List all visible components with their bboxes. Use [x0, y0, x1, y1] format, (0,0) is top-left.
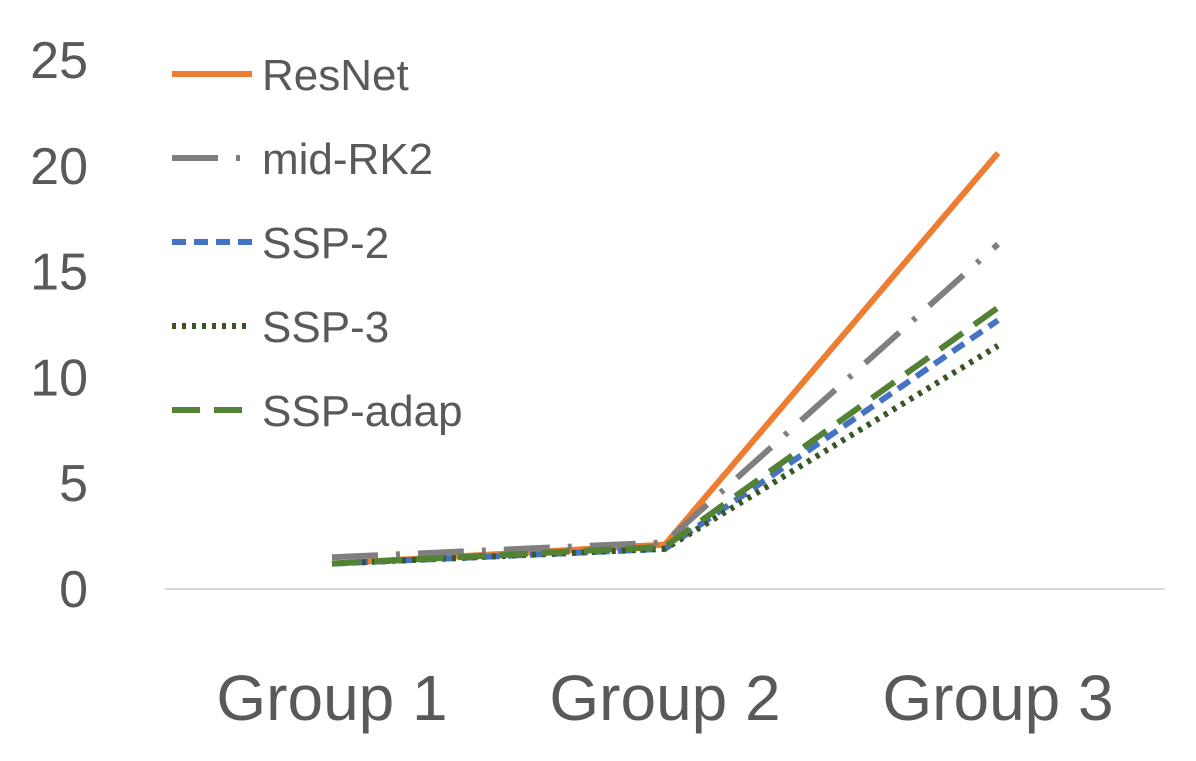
legend-item: ResNet — [172, 51, 409, 100]
series-line-ssp-adap — [331, 305, 1000, 567]
legend-label: SSP-3 — [262, 303, 389, 352]
legend-label: mid-RK2 — [262, 135, 433, 184]
series-line-ssp-3 — [331, 343, 1000, 567]
series-layer — [331, 151, 1001, 567]
legend-item: SSP-3 — [172, 303, 389, 352]
x-category-label: Group 2 — [549, 662, 780, 734]
y-tick-label: 20 — [30, 138, 88, 196]
y-tick-label: 25 — [30, 32, 88, 90]
legend-label: SSP-2 — [262, 219, 389, 268]
series-line-ssp-2 — [331, 317, 1000, 567]
series-line-mid-rk2 — [331, 241, 1001, 561]
y-tick-label: 0 — [59, 561, 88, 619]
series-line-resnet — [331, 151, 1001, 567]
y-tick-label: 5 — [59, 455, 88, 513]
x-category-label: Group 3 — [882, 662, 1113, 734]
legend-label: SSP-adap — [262, 387, 463, 436]
x-category-label: Group 1 — [216, 662, 447, 734]
y-tick-label: 10 — [30, 349, 88, 407]
legend-label: ResNet — [262, 51, 409, 100]
y-tick-label: 15 — [30, 244, 88, 302]
axis-layer: 0 5 10 15 20 25 Group 1 Group 2 Group 3 — [30, 32, 1165, 734]
legend-item: SSP-2 — [172, 219, 389, 268]
legend-item: SSP-adap — [172, 387, 463, 436]
legend: ResNet mid-RK2 SSP-2 SSP-3 SSP-adap — [172, 51, 463, 436]
legend-item: mid-RK2 — [172, 135, 433, 184]
